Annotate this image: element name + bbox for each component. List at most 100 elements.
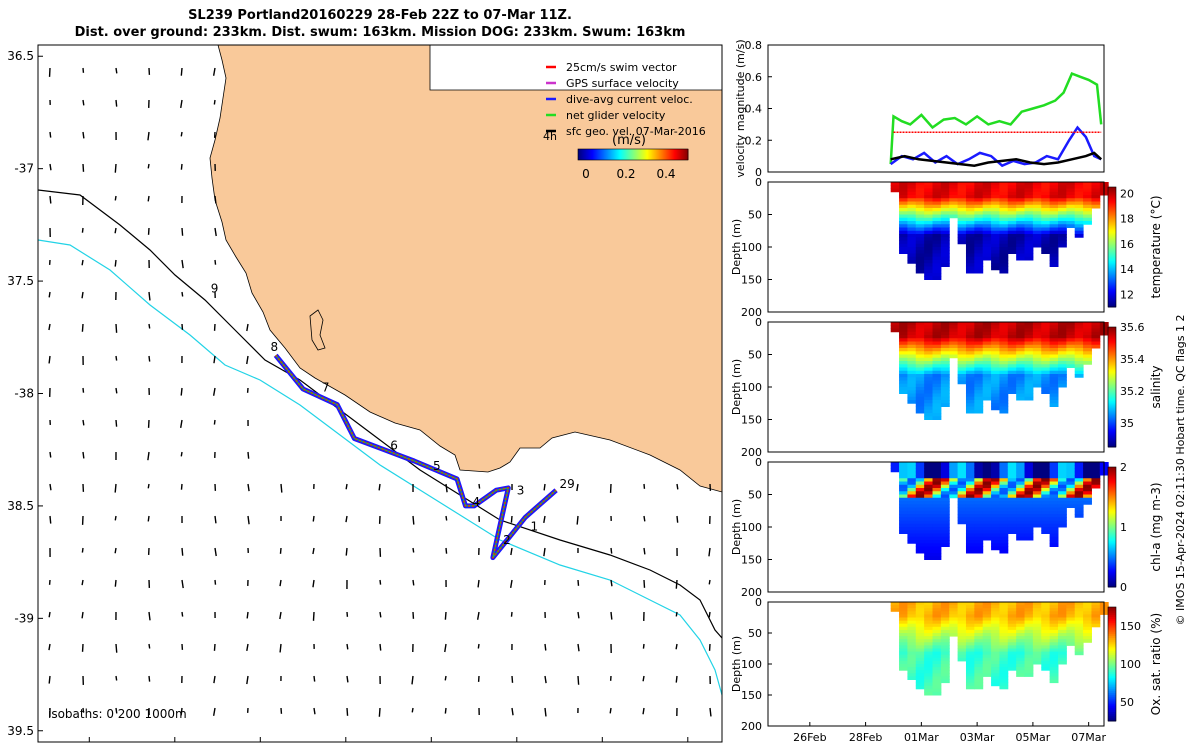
colorbar-cell [1108,259,1116,262]
current-arrow [379,643,382,651]
depth-cell [932,617,942,622]
colorbar-cell [1108,487,1116,490]
depth-cell [965,623,975,628]
depth-cell [949,328,959,333]
depth-cell [899,383,908,388]
colorbar-cell [638,149,640,160]
depth-cell [974,191,984,196]
depth-cell [1032,629,1042,634]
depth-cell [1091,465,1101,469]
depth-cell [907,651,917,656]
depth-cell [1049,462,1059,466]
current-arrow [148,643,151,649]
depth-cell [1024,338,1034,342]
depth-cell [1057,201,1067,206]
depth-cell [907,478,917,482]
current-arrow [147,131,150,141]
depth-cell [915,667,925,671]
depth-cell [924,465,934,469]
depth-cell [982,670,992,674]
depth-cell [1057,605,1067,609]
depth-cell [1024,390,1034,394]
depth-cell [1016,204,1026,209]
depth-cell [999,370,1009,375]
depth-cell [1007,185,1017,189]
colorbar-tick-label: 50 [1120,696,1134,709]
depth-cell [974,247,984,251]
depth-cell [957,611,967,615]
depth-cell [1091,611,1101,615]
colorbar-cell [592,149,594,160]
depth-cell [924,614,934,618]
depth-cell [915,234,925,238]
depth-cell [915,682,925,687]
depth-cell [899,341,908,346]
depth-cell [991,240,1000,245]
depth-cell [1041,664,1051,668]
depth-cell [965,208,975,212]
depth-cell [932,540,942,544]
depth-cell [1057,322,1067,326]
depth-cell [1049,211,1059,215]
colorbar-cell [652,149,654,160]
current-arrow [445,515,448,521]
depth-cell [1032,636,1042,640]
depth-cell [924,651,934,656]
depth-cell [1083,341,1092,346]
depth-cell [1041,370,1051,375]
depth-cell [949,471,959,476]
current-arrow [115,675,118,681]
current-arrow [412,579,415,586]
colorbar-cell [1108,207,1116,210]
depth-cell [907,611,917,615]
depth-cell [899,602,908,606]
depth-cell [1049,341,1059,346]
depth-cell [974,335,984,339]
depth-cell [899,377,908,381]
depth-cell [999,234,1009,238]
depth-cell [915,400,925,404]
depth-cell [899,514,908,518]
current-arrow [180,451,183,457]
depth-cell [1024,617,1034,622]
depth-cell [982,520,992,525]
depth-cell [999,344,1009,349]
depth-cell [907,523,917,528]
depth-cell [1024,636,1034,640]
waypoint-label-8: 8 [271,340,279,354]
depth-cell [932,645,942,649]
depth-cell [999,488,1009,492]
depth-cell [1007,657,1017,662]
colorbar-cell [1108,365,1116,368]
depth-cell [1016,614,1026,618]
depth-cell [1024,462,1034,466]
depth-cell [982,501,992,505]
depth-cell [932,648,942,653]
depth-cell [915,549,925,554]
depth-cell [991,494,1000,499]
colorbar-cell [1108,626,1116,629]
depth-cell [932,462,942,466]
depth-cell [1007,364,1017,368]
depth-cell [974,507,984,512]
depth-cell [907,620,917,625]
depth-cell [1016,243,1026,248]
velocity-ytick-label-0: 0 [755,166,762,179]
colorbar-cell [1108,523,1116,526]
current-arrow [444,675,447,681]
depth-cell [932,471,942,476]
depth-cell [1024,520,1034,525]
depth-ytick-label: 50 [748,489,762,502]
depth-cell [957,240,967,245]
depth-cell [1049,639,1059,643]
depth-cell [982,504,992,508]
depth-cell [924,230,934,235]
depth-cell [1032,507,1042,512]
depth-cell [1083,608,1092,612]
depth-cell [999,484,1009,489]
depth-cell [982,357,992,362]
depth-cell [1041,488,1051,492]
depth-cell [1057,182,1067,186]
depth-cell [899,331,908,336]
depth-cell [940,639,950,643]
